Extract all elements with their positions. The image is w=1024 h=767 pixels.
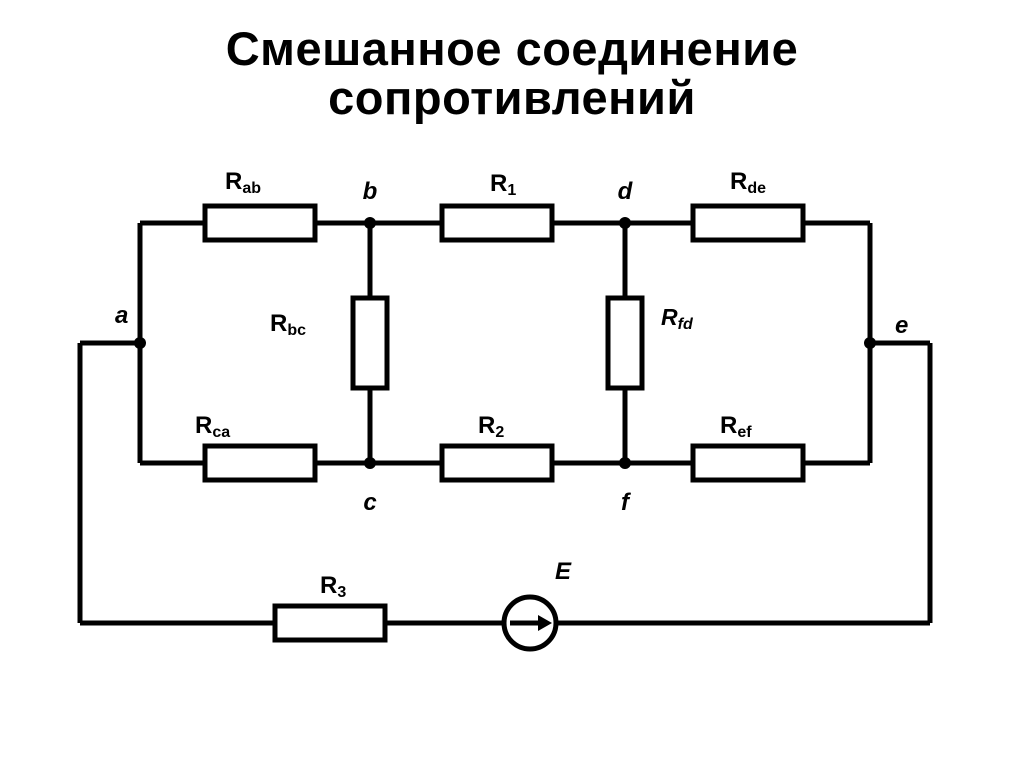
label-r2: R2 [478,412,504,441]
node-b [364,217,376,229]
resistor-ref [693,446,803,480]
resistor-r1 [442,206,552,240]
resistor-rab [205,206,315,240]
node-d [619,217,631,229]
title-line1: Смешанное соединение [0,24,1024,73]
label-E: E [555,558,572,585]
label-e: e [895,312,908,339]
label-f: f [621,489,631,516]
label-d: d [618,178,634,205]
page-title: Смешанное соединение сопротивлений [0,0,1024,123]
label-rca: Rca [195,412,230,441]
resistor-rde [693,206,803,240]
label-rab: Rab [225,168,261,197]
node-f [619,457,631,469]
label-rbc: Rbc [270,310,306,339]
label-ref: Ref [720,412,752,441]
label-rfd: Rfd [661,304,694,333]
resistor-rbc [353,298,387,388]
resistor-r3 [275,606,385,640]
label-r1: R1 [490,170,516,199]
circuit-diagram: b d c f a e E Rab R1 Rde Rbc Rfd Rca R2 Ref R3 [0,123,1024,750]
label-c: c [363,489,376,516]
label-r3: R3 [320,572,346,601]
label-b: b [363,178,378,205]
node-c [364,457,376,469]
label-a: a [115,302,128,329]
resistor-rfd [608,298,642,388]
label-rde: Rde [730,168,766,197]
resistor-rca [205,446,315,480]
resistor-r2 [442,446,552,480]
title-line2: сопротивлений [0,73,1024,122]
